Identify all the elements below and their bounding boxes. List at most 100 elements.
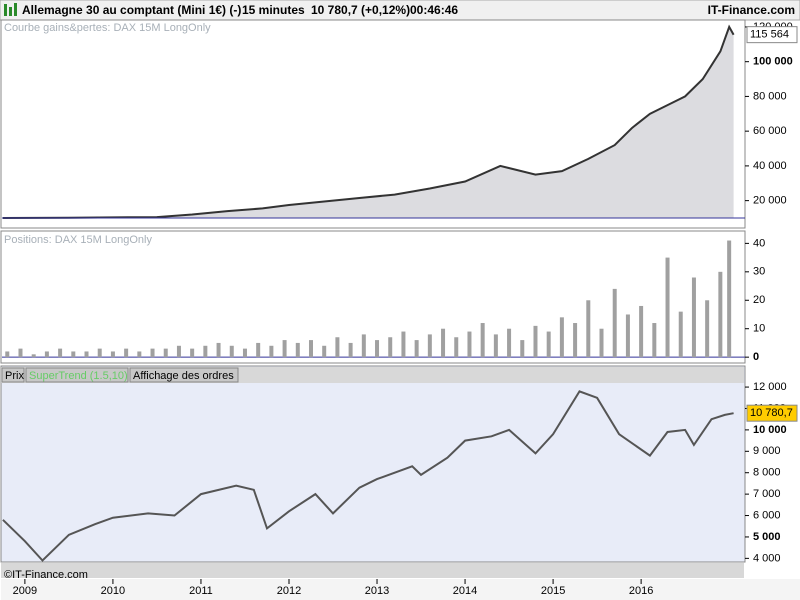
area: [2, 26, 734, 219]
bar: [282, 340, 287, 358]
bar: [586, 300, 591, 358]
bar: [361, 334, 366, 358]
bar: [110, 351, 115, 358]
bar: [612, 288, 617, 358]
bar: [71, 351, 76, 358]
y-tick-label: 100 000: [753, 56, 793, 68]
panel-frame: [0, 230, 746, 364]
panel-title: Positions: DAX 15M LongOnly: [4, 234, 152, 246]
x-tick-label: 2015: [541, 585, 565, 597]
bar: [533, 325, 538, 358]
bar: [454, 337, 459, 358]
line: [2, 24, 735, 219]
bar: [58, 348, 63, 358]
panel-title: Courbe gains&pertes: DAX 15M LongOnly: [4, 22, 211, 34]
y-tick-label: 40 000: [753, 160, 787, 172]
bar: [256, 342, 261, 358]
y-tick-label: 7 000: [753, 488, 781, 500]
bar: [625, 314, 630, 358]
bar: [242, 348, 247, 358]
bar: [493, 334, 498, 358]
current-value-label: 10 780,7: [750, 407, 793, 419]
y-tick-label: 4 000: [753, 552, 781, 564]
bar: [18, 348, 23, 358]
x-tick-label: 2011: [189, 585, 213, 597]
bar: [335, 337, 340, 358]
bar: [44, 351, 49, 358]
bar: [480, 323, 485, 358]
x-tick-label: 2013: [365, 585, 389, 597]
bar: [507, 328, 512, 358]
current-value-box: [746, 404, 798, 422]
instrument: Allemagne 30 au comptant (Mini 1€) (-): [22, 3, 241, 17]
copyright: ©IT-Finance.com: [4, 569, 88, 581]
bar: [137, 351, 142, 358]
bar: [678, 311, 683, 358]
bar: [124, 348, 129, 358]
x-tick-label: 2009: [13, 585, 37, 597]
line: [2, 390, 734, 562]
y-tick-label: 8 000: [753, 467, 781, 479]
current-value-label: 115 564: [750, 29, 789, 41]
x-tick-label: 2012: [277, 585, 301, 597]
bar: [176, 345, 181, 358]
time: 00:46:46: [410, 3, 458, 17]
brand: IT-Finance.com: [708, 3, 795, 17]
y-tick-label: 9 000: [753, 445, 781, 457]
bar: [401, 331, 406, 358]
bar: [718, 271, 723, 358]
legend-box: [25, 367, 129, 383]
bar: [427, 334, 432, 358]
y-tick-label: 80 000: [753, 90, 787, 102]
bar: [308, 340, 313, 358]
bar: [295, 342, 300, 358]
quote: 10 780,7 (+0,12%): [311, 3, 410, 17]
y-tick-label: 40: [753, 237, 765, 249]
bar: [441, 328, 446, 358]
bar: [97, 348, 102, 358]
bar: [269, 345, 274, 358]
bar: [727, 240, 732, 358]
y-tick-label: 60 000: [753, 125, 787, 137]
bar: [203, 345, 208, 358]
x-tick-label: 2016: [629, 585, 653, 597]
bar: [414, 340, 419, 358]
bar: [150, 348, 155, 358]
y-tick-label: 10: [753, 323, 765, 335]
bar: [375, 340, 380, 358]
orders-strip: [1, 563, 744, 578]
y-tick-label: 12 000: [753, 381, 787, 393]
bar: [599, 328, 604, 358]
y-tick-label: 0: [753, 351, 759, 363]
legend-box: [1, 367, 25, 383]
bar: [5, 351, 10, 358]
bar: [216, 342, 221, 358]
bar: [467, 331, 472, 358]
bar: [84, 351, 89, 358]
x-tick-label: 2010: [101, 585, 125, 597]
x-axis-bar: [1, 579, 800, 600]
legend-entry: Affichage des ordres: [133, 370, 234, 382]
bar: [691, 277, 696, 358]
current-value-box: [746, 26, 798, 44]
bar: [546, 331, 551, 358]
bar: [639, 305, 644, 358]
bar: [229, 345, 234, 358]
panel-frame: [0, 365, 746, 563]
legend-entry: Prix: [5, 370, 24, 382]
bar: [322, 345, 327, 358]
timeframe: 15 minutes: [242, 3, 305, 17]
y-tick-label: 20 000: [753, 195, 787, 207]
bar: [652, 323, 657, 358]
bar: [31, 354, 36, 358]
bar: [163, 348, 168, 358]
bar: [348, 342, 353, 358]
bar: [559, 317, 564, 358]
y-tick-label: 6 000: [753, 509, 781, 521]
y-tick-label: 10 000: [753, 424, 787, 436]
bar: [665, 257, 670, 358]
bar: [705, 300, 710, 358]
bar: [190, 348, 195, 358]
legend-box: [129, 367, 239, 383]
